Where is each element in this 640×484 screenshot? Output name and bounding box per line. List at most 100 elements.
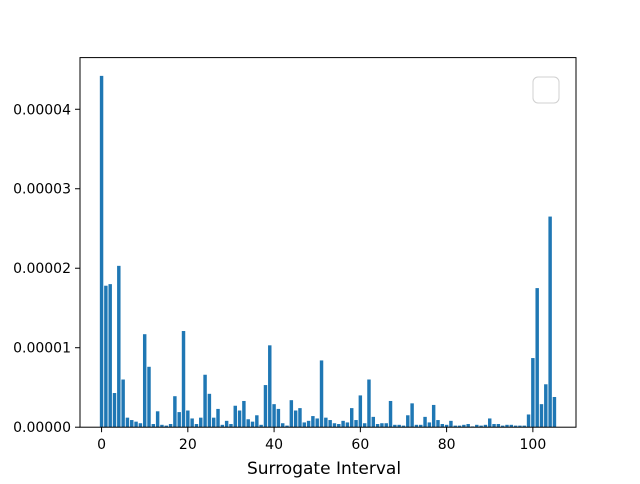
bar xyxy=(522,425,526,428)
y-tick-label: 0.00002 xyxy=(13,261,71,277)
bar xyxy=(535,288,539,428)
bar xyxy=(488,418,492,428)
bar xyxy=(509,424,514,428)
bar xyxy=(181,331,186,428)
bar xyxy=(130,420,134,428)
bar xyxy=(440,424,445,428)
bar xyxy=(423,416,427,428)
bar xyxy=(315,418,319,428)
bar xyxy=(380,423,384,428)
bar xyxy=(453,425,457,428)
x-tick-label: 100 xyxy=(520,437,547,453)
bar xyxy=(211,417,216,428)
bar xyxy=(224,420,229,428)
x-tick-label: 40 xyxy=(265,437,283,453)
bar xyxy=(406,415,410,428)
bar xyxy=(108,284,112,428)
x-axis-label: Surrogate Interval xyxy=(247,459,401,479)
bar xyxy=(186,410,190,428)
plot-frame xyxy=(79,57,577,428)
bar xyxy=(518,425,522,428)
bar xyxy=(332,423,337,428)
bar xyxy=(436,420,440,428)
bar xyxy=(319,360,324,428)
bar xyxy=(393,424,397,428)
bar xyxy=(526,414,531,428)
bar xyxy=(431,404,436,428)
bar xyxy=(151,424,156,428)
bar xyxy=(121,379,125,428)
bar xyxy=(160,424,164,428)
bar xyxy=(375,424,380,428)
bar xyxy=(362,423,367,428)
bar xyxy=(164,425,168,428)
bar xyxy=(548,216,552,428)
bar xyxy=(414,424,419,428)
bar xyxy=(203,374,207,428)
bar xyxy=(479,425,483,428)
bar xyxy=(220,424,225,428)
bar xyxy=(190,418,194,428)
bar xyxy=(125,417,130,428)
bar xyxy=(268,345,272,428)
y-tick-label: 0.00003 xyxy=(13,182,71,198)
y-axis: 0.00000 0.00001 0.00002 0.00003 0.00004 xyxy=(13,102,80,436)
bar xyxy=(229,424,233,428)
bar xyxy=(401,425,406,428)
bars-group xyxy=(99,75,557,428)
bar xyxy=(328,420,332,428)
bar xyxy=(500,425,505,428)
bar xyxy=(237,410,242,428)
bar xyxy=(492,424,496,428)
bar xyxy=(173,396,177,428)
bar xyxy=(147,366,151,428)
bar xyxy=(246,419,250,428)
bar xyxy=(324,417,328,428)
bar xyxy=(341,420,345,428)
bar xyxy=(138,423,143,428)
bar xyxy=(410,403,414,428)
bar xyxy=(419,424,423,428)
bar xyxy=(337,424,341,428)
bar xyxy=(255,415,259,428)
bar xyxy=(134,421,138,428)
bar xyxy=(311,416,315,428)
bar xyxy=(117,265,121,428)
bar xyxy=(168,424,173,428)
bar xyxy=(475,424,479,428)
legend-box xyxy=(532,76,560,104)
bar xyxy=(513,425,518,428)
x-tick-label: 20 xyxy=(179,437,197,453)
bar xyxy=(457,425,462,428)
bar xyxy=(216,408,220,428)
x-tick-label: 80 xyxy=(438,437,456,453)
bar xyxy=(544,384,548,428)
bar xyxy=(531,358,535,428)
bar xyxy=(272,404,276,428)
bar xyxy=(384,423,388,428)
bar xyxy=(388,400,393,428)
bar xyxy=(444,424,449,428)
y-tick-label: 0.00000 xyxy=(13,420,71,436)
bar xyxy=(293,410,298,428)
y-tick-label: 0.00004 xyxy=(13,102,71,118)
bar xyxy=(466,424,470,428)
bar xyxy=(496,424,501,428)
bar xyxy=(207,393,212,428)
bar xyxy=(276,408,281,428)
x-tick-label: 60 xyxy=(351,437,369,453)
x-axis: 0 20 40 60 80 100 xyxy=(97,427,546,453)
x-tick-label: 0 xyxy=(97,437,106,453)
bar xyxy=(371,416,376,428)
bar xyxy=(285,425,289,428)
bar xyxy=(302,422,306,428)
bar xyxy=(280,423,285,428)
bar xyxy=(233,405,237,428)
y-tick-label: 0.00001 xyxy=(13,341,71,357)
bar xyxy=(142,334,147,428)
bar xyxy=(112,393,117,428)
bar xyxy=(259,424,263,428)
bar xyxy=(552,397,557,428)
